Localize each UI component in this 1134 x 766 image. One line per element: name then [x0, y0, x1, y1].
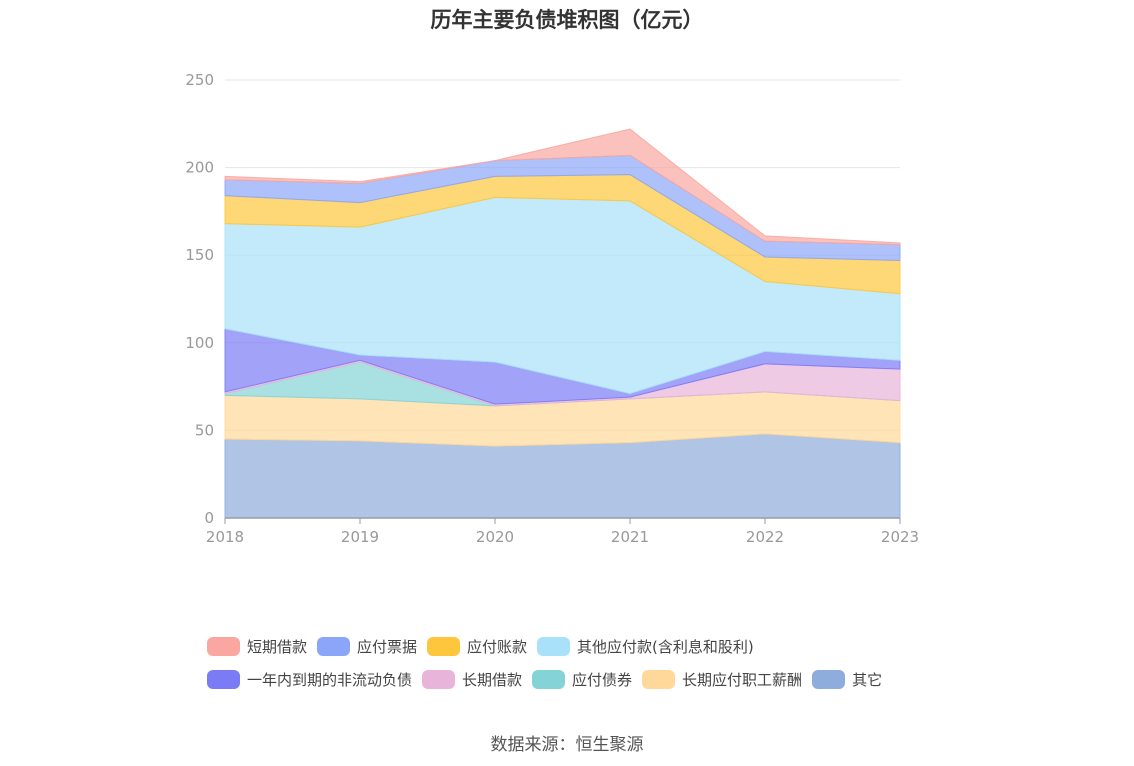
legend-label: 应付票据: [357, 638, 418, 656]
legend-row: 一年内到期的非流动负债 长期借款 应付债券 长期应付职工薪酬 其它: [207, 663, 947, 696]
legend-item[interactable]: 短期借款: [207, 636, 307, 657]
x-tick-label: 2022: [746, 528, 784, 546]
y-tick-label: 50: [195, 421, 214, 439]
legend-row: 短期借款 应付票据 应付账款 其他应付款(含利息和股利): [207, 630, 947, 663]
y-tick-label: 100: [185, 334, 214, 352]
x-tick-label: 2019: [341, 528, 379, 546]
x-tick-label: 2021: [611, 528, 649, 546]
x-tick-label: 2018: [206, 528, 244, 546]
legend-swatch: [207, 637, 240, 656]
y-tick-label: 250: [185, 71, 214, 89]
area-series-8: [224, 128, 901, 246]
legend-swatch: [537, 637, 571, 656]
data-source: 数据来源：恒生聚源: [490, 735, 644, 755]
legend-label: 应付账款: [467, 638, 528, 656]
legend-item[interactable]: 长期应付职工薪酬: [642, 669, 802, 690]
y-tick-label: 200: [185, 159, 214, 177]
legend-item[interactable]: 应付账款: [427, 636, 527, 657]
y-tick-label: 150: [185, 246, 214, 264]
legend-label: 短期借款: [247, 638, 308, 656]
chart-title: 历年主要负债堆积图（亿元）: [430, 8, 704, 32]
x-tick-label: 2023: [881, 528, 919, 546]
legend-item[interactable]: 其他应付款(含利息和股利): [537, 636, 754, 657]
legend-swatch: [812, 670, 846, 689]
legend-swatch: [642, 670, 676, 689]
legend-swatch: [317, 637, 351, 656]
legend-label: 一年内到期的非流动负债: [247, 671, 413, 689]
legend-item[interactable]: 一年内到期的非流动负债: [207, 669, 412, 690]
x-tick-label: 2020: [476, 528, 514, 546]
legend-label: 应付债券: [572, 671, 633, 689]
legend-swatch: [207, 670, 240, 689]
legend-item[interactable]: 长期借款: [422, 669, 522, 690]
legend-item[interactable]: 其它: [812, 669, 882, 690]
legend-swatch: [532, 670, 566, 689]
legend-item[interactable]: 应付票据: [317, 636, 417, 657]
legend-label: 其它: [852, 671, 883, 689]
y-tick-label: 0: [204, 509, 214, 527]
legend-item[interactable]: 应付债券: [532, 669, 632, 690]
legend-swatch: [422, 670, 456, 689]
axes: 0 50 100 150 200 250 2018 2019 2020 2021 2022 2023: [185, 71, 919, 546]
legend-label: 其他应付款(含利息和股利): [577, 638, 754, 656]
area-series-0: [224, 433, 901, 519]
legend-label: 长期借款: [462, 671, 523, 689]
legend-label: 长期应付职工薪酬: [682, 671, 803, 689]
legend: 短期借款 应付票据 应付账款 其他应付款(含利息和股利) 一年内到期的非流动负债 长期借款…: [207, 630, 947, 696]
area-series: [224, 128, 901, 519]
legend-swatch: [427, 637, 461, 656]
